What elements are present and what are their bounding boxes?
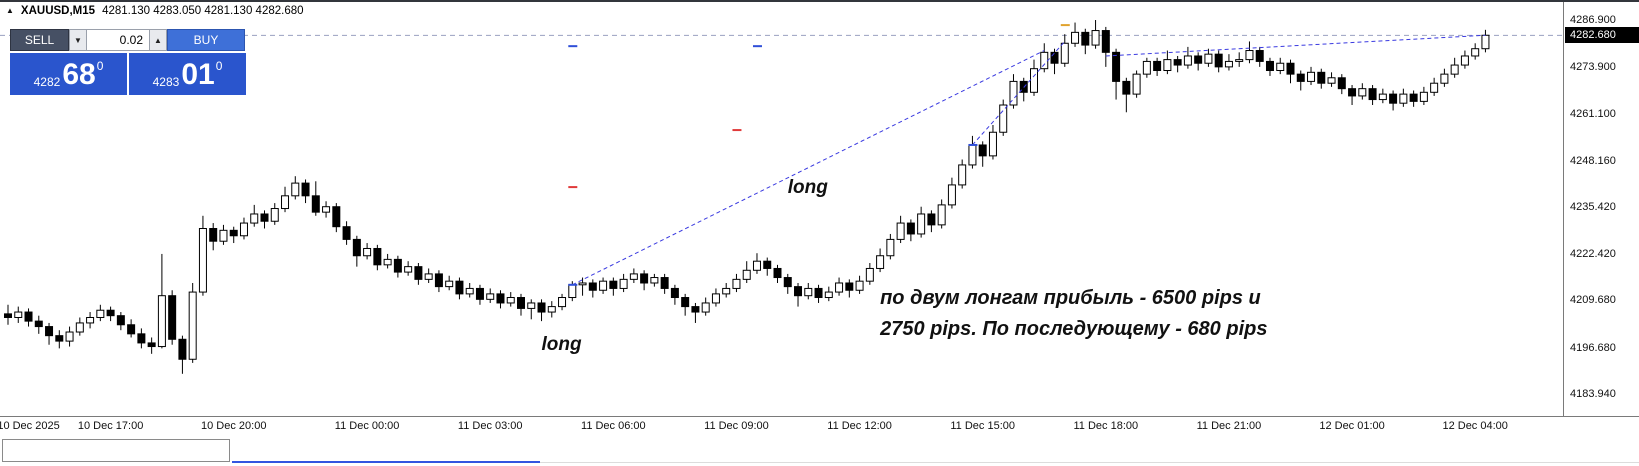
sell-price-big-digits: 68	[62, 58, 96, 91]
current-price-tag: 4282.680	[1565, 27, 1639, 44]
time-axis-label: 11 Dec 09:00	[704, 420, 769, 432]
time-axis-label: 12 Dec 01:00	[1319, 420, 1385, 432]
sell-price-display[interactable]: 4282 68 0	[10, 53, 127, 95]
chevron-down-icon: ▼	[74, 35, 82, 45]
time-axis-label: 11 Dec 03:00	[457, 420, 523, 432]
price-axis[interactable]: 4286.900 4282.680 4273.900 4261.100 4248.160…	[1565, 2, 1639, 416]
candles-svg	[0, 20, 1564, 374]
price-axis-label: 4196.680	[1570, 341, 1616, 354]
bottom-strip	[0, 435, 1639, 466]
sell-button[interactable]: SELL	[10, 29, 69, 51]
lot-down-button[interactable]: ▼	[69, 29, 87, 51]
buy-price-prefix: 4283	[152, 75, 180, 89]
time-axis[interactable]: 10 Dec 2025 10 Dec 17:00 10 Dec 20:00 11 De…	[0, 416, 1639, 435]
price-axis-label: 4183.940	[1570, 387, 1616, 400]
candlestick-chart-icon: ▲	[6, 5, 14, 15]
price-axis-label: 4235.420	[1570, 201, 1616, 213]
lot-up-button[interactable]: ▲	[149, 29, 167, 51]
candles	[4, 20, 1490, 374]
one-click-trading-panel: SELL ▼ ▲ BUY 4282 68 0 4283 01 0	[10, 29, 248, 95]
bottom-gray-line	[540, 462, 1639, 463]
ohlc-values: 4281.130 4283.050 4281.130 4282.680	[102, 5, 304, 17]
time-axis-label: 11 Dec 21:00	[1196, 420, 1262, 432]
buy-price-big-digits: 01	[181, 58, 215, 91]
time-axis-label: 11 Dec 06:00	[581, 420, 646, 432]
symbol-label: XAUUSD,M15	[20, 5, 96, 17]
buy-button[interactable]: BUY	[167, 29, 245, 51]
long-annotation: long	[541, 333, 582, 355]
chevron-up-icon: ▲	[154, 35, 162, 45]
time-axis-label: 10 Dec 20:00	[201, 420, 267, 432]
time-axis-label: 10 Dec 2025	[0, 420, 60, 432]
price-axis-label: 4273.900	[1570, 61, 1616, 74]
trade-trendline	[572, 50, 1045, 286]
time-axis-label: 11 Dec 18:00	[1073, 420, 1139, 432]
trade-trendline	[972, 41, 1066, 146]
price-axis-label: 4222.420	[1570, 248, 1616, 261]
time-axis-label: 11 Dec 12:00	[827, 420, 892, 432]
price-axis-label: 4209.680	[1570, 294, 1616, 307]
time-axis-label: 11 Dec 00:00	[334, 420, 400, 432]
sell-price-sup-digit: 0	[96, 59, 104, 73]
symbol-ohlc-line: ▲ XAUUSD,M15 4281.130 4283.050 4281.130 …	[6, 5, 304, 17]
price-axis-label: 4286.900	[1570, 14, 1616, 27]
long-annotation: long	[787, 176, 828, 198]
time-axis-label: 11 Dec 15:00	[950, 420, 1015, 432]
buy-price-sup-digit: 0	[215, 59, 223, 73]
plot-area[interactable]: ▲ XAUUSD,M15 4281.130 4283.050 4281.130 …	[0, 2, 1564, 416]
trade-trendline	[1105, 34, 1486, 57]
price-axis-label: 4248.160	[1570, 154, 1616, 167]
lot-size-input[interactable]	[87, 29, 149, 51]
time-axis-label: 10 Dec 17:00	[77, 420, 144, 432]
sell-price-prefix: 4282	[33, 75, 61, 89]
bottom-left-box	[2, 439, 230, 462]
price-axis-label: 4261.100	[1570, 107, 1616, 120]
profit-note-annotation: по двум лонгам прибыль - 6500 pips и 275…	[880, 286, 1268, 340]
time-axis-label: 12 Dec 04:00	[1442, 420, 1508, 432]
buy-price-display[interactable]: 4283 01 0	[129, 53, 246, 95]
bottom-blue-line	[232, 461, 540, 463]
